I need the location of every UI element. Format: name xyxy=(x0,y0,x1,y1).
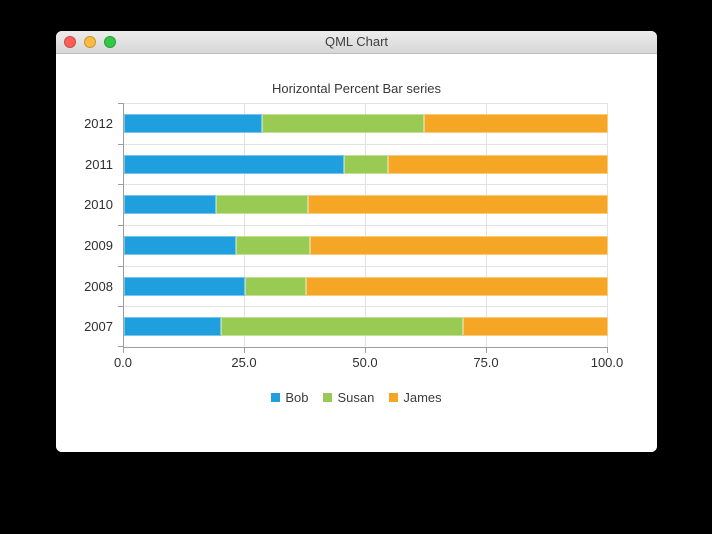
y-axis-tick xyxy=(118,346,123,347)
bar-segment-susan[interactable] xyxy=(344,154,388,174)
bar-segment-bob[interactable] xyxy=(124,154,344,174)
bar-segment-bob[interactable] xyxy=(124,317,221,337)
legend-marker-icon xyxy=(323,393,333,402)
legend-label: Susan xyxy=(337,390,375,405)
x-axis-tick xyxy=(244,348,245,353)
x-tick-label: 0.0 xyxy=(113,355,133,370)
y-axis-tick xyxy=(118,225,123,226)
chart-title: Horizontal Percent Bar series xyxy=(271,81,442,96)
legend-label: Bob xyxy=(285,390,309,405)
chart-legend: Bob Susan James xyxy=(56,390,657,405)
bar-row xyxy=(124,276,608,296)
legend-marker-icon xyxy=(271,393,281,402)
x-axis-tick xyxy=(486,348,487,353)
x-axis-tick xyxy=(607,348,608,353)
legend-item-bob: Bob xyxy=(271,390,308,405)
bar-segment-bob[interactable] xyxy=(124,113,263,133)
grid-line-h xyxy=(124,225,608,226)
bar-segment-bob[interactable] xyxy=(124,276,245,296)
y-axis-tick xyxy=(118,265,123,267)
close-button[interactable] xyxy=(64,36,76,48)
category-label: 2012 xyxy=(84,115,113,131)
bar-segment-susan[interactable] xyxy=(216,195,309,215)
y-axis-tick xyxy=(118,103,123,104)
legend-label: James xyxy=(403,390,442,405)
grid-line-h xyxy=(124,143,608,145)
bar-segment-bob[interactable] xyxy=(124,235,236,255)
x-tick-label: 75.0 xyxy=(473,355,499,370)
grid-line-h xyxy=(124,103,608,104)
bar-row xyxy=(124,195,608,215)
category-label: 2007 xyxy=(84,319,113,335)
category-label: 2008 xyxy=(84,278,113,294)
bar-segment-james[interactable] xyxy=(423,113,608,133)
bar-row xyxy=(124,235,608,255)
legend-item-susan: Susan xyxy=(323,390,374,405)
bar-segment-james[interactable] xyxy=(308,195,608,215)
grid-line-h xyxy=(124,306,608,308)
bar-segment-james[interactable] xyxy=(462,317,608,337)
zoom-button[interactable] xyxy=(104,36,116,48)
bar-segment-bob[interactable] xyxy=(124,195,217,215)
x-tick-label: 100.0 xyxy=(590,355,624,370)
plot-area xyxy=(123,103,608,348)
app-window: QML Chart Horizontal Percent Bar series … xyxy=(56,31,657,452)
grid-line-h xyxy=(124,265,608,267)
category-label: 2011 xyxy=(85,156,113,172)
legend-marker-icon xyxy=(389,393,399,402)
bar-segment-james[interactable] xyxy=(305,276,608,296)
bar-row xyxy=(124,317,608,337)
bar-segment-susan[interactable] xyxy=(235,235,311,255)
x-tick-label: 50.0 xyxy=(352,355,378,370)
bar-segment-james[interactable] xyxy=(310,235,608,255)
x-axis-tick xyxy=(365,348,366,353)
y-axis-tick xyxy=(118,306,123,308)
category-label: 2009 xyxy=(84,237,113,253)
chart-view: Horizontal Percent Bar series 0.0 25.0 50.… xyxy=(56,54,657,452)
bar-segment-susan[interactable] xyxy=(220,317,463,337)
y-axis-tick xyxy=(118,184,123,186)
x-tick-label: 25.0 xyxy=(231,355,257,370)
bar-segment-james[interactable] xyxy=(388,154,608,174)
y-axis-tick xyxy=(118,143,123,145)
bar-row xyxy=(124,154,608,174)
grid-line-h xyxy=(124,184,608,186)
legend-item-james: James xyxy=(389,390,442,405)
bar-segment-susan[interactable] xyxy=(262,113,424,133)
minimize-button[interactable] xyxy=(84,36,96,48)
x-axis-tick xyxy=(123,348,124,353)
category-label: 2010 xyxy=(84,197,113,213)
bar-row xyxy=(124,113,608,133)
bar-segment-susan[interactable] xyxy=(245,276,306,296)
window-title: QML Chart xyxy=(324,34,389,49)
window-titlebar[interactable]: QML Chart xyxy=(56,31,657,54)
